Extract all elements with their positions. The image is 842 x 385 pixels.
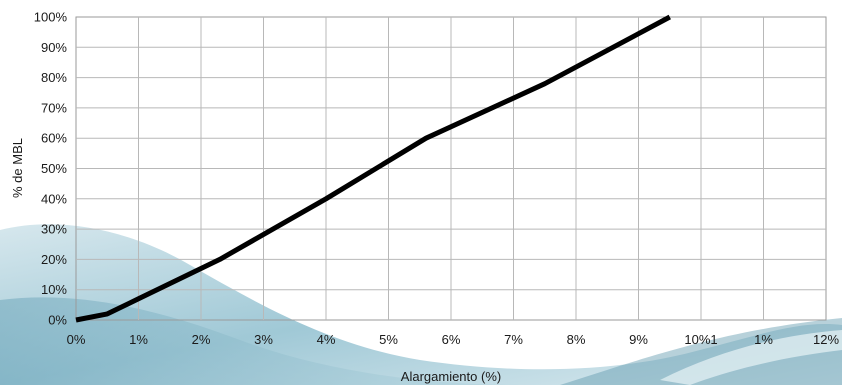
- x-axis-ticks: 0% 1% 2% 3% 4% 5% 6% 7% 8% 9% 10%1 1% 12%: [67, 332, 840, 347]
- x-tick-label: 6%: [442, 332, 461, 347]
- y-tick-label: 10%: [41, 282, 67, 297]
- x-tick-label: 1%: [129, 332, 148, 347]
- x-tick-label: 4%: [317, 332, 336, 347]
- y-axis-ticks: 0% 10% 20% 30% 40% 50% 60% 70% 80% 90% 100%: [34, 10, 68, 328]
- x-tick-label: 1%: [754, 332, 773, 347]
- x-tick-label: 7%: [504, 332, 523, 347]
- gridlines: [76, 17, 826, 320]
- x-tick-label: 8%: [567, 332, 586, 347]
- y-tick-label: 70%: [41, 100, 67, 115]
- x-tick-label: 10%1: [684, 332, 717, 347]
- x-tick-label: 9%: [629, 332, 648, 347]
- x-tick-label: 2%: [192, 332, 211, 347]
- y-tick-label: 40%: [41, 191, 67, 206]
- x-tick-label: 0%: [67, 332, 86, 347]
- y-tick-label: 0%: [48, 313, 67, 328]
- y-tick-label: 80%: [41, 70, 67, 85]
- y-tick-label: 20%: [41, 252, 67, 267]
- y-tick-label: 100%: [34, 10, 68, 25]
- x-axis-title: Alargamiento (%): [401, 369, 501, 384]
- x-tick-label: 5%: [379, 332, 398, 347]
- y-tick-label: 60%: [41, 131, 67, 146]
- x-tick-label: 3%: [254, 332, 273, 347]
- y-tick-label: 30%: [41, 222, 67, 237]
- y-tick-label: 50%: [41, 161, 67, 176]
- x-tick-label: 12%: [813, 332, 839, 347]
- y-axis-title: % de MBL: [10, 138, 25, 198]
- y-tick-label: 90%: [41, 40, 67, 55]
- series-line: [75, 14, 671, 323]
